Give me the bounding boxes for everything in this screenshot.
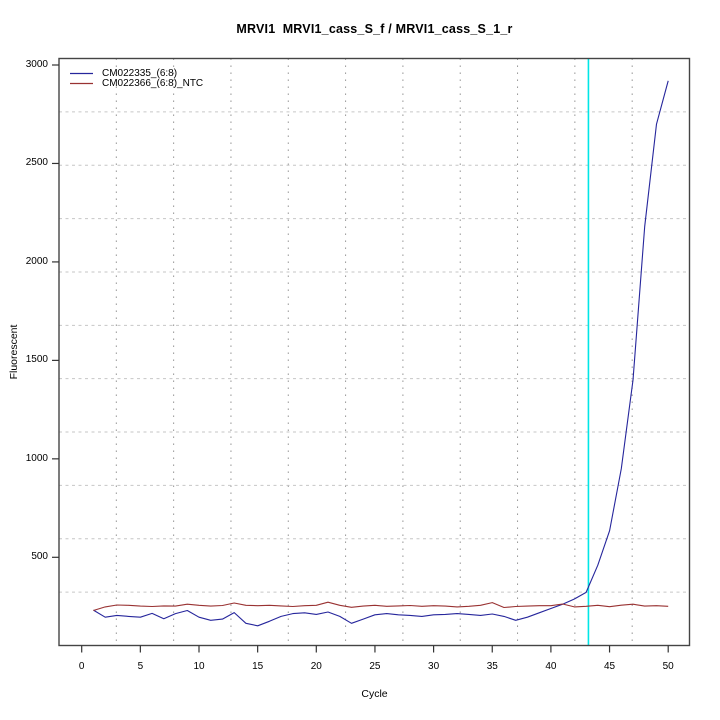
x-tick-label: 45 — [603, 660, 616, 672]
y-tick-label: 1000 — [25, 452, 48, 464]
y-tick-label: 3000 — [25, 59, 48, 70]
x-tick-label: 40 — [545, 660, 557, 672]
series-lines — [93, 80, 669, 627]
axis-ticks — [52, 64, 669, 653]
x-tick-label: 25 — [369, 660, 381, 672]
x-axis-label: Cycle — [361, 688, 388, 700]
y-tick-label: 1500 — [25, 354, 48, 366]
y-tick-label: 2500 — [25, 157, 48, 169]
series-line-1 — [93, 601, 669, 612]
legend-swatches — [70, 72, 93, 85]
series-line-0 — [93, 80, 669, 627]
x-tick-label: 0 — [78, 660, 85, 672]
x-tick-label: 15 — [252, 660, 264, 672]
y-tick-label: 500 — [31, 551, 48, 563]
gridlines — [59, 58, 690, 646]
x-tick-label: 5 — [137, 660, 144, 672]
x-tick-label: 35 — [486, 660, 498, 672]
x-tick-label: 10 — [193, 660, 205, 672]
legend-entry-ntc: CM022366_(6:8)_NTC — [102, 77, 204, 89]
x-tick-label: 50 — [662, 660, 674, 672]
x-tick-label: 20 — [310, 660, 322, 672]
plot-box-border — [58, 57, 691, 647]
chart-title: MRVI1 MRVI1_cass_S_f / MRVI1_cass_S_1_r — [236, 22, 513, 36]
legend-entry-sample: CM022335_(6:8) — [102, 67, 178, 79]
plot-box — [58, 57, 691, 647]
y-tick-label: 2000 — [25, 255, 48, 267]
y-axis-label: Fluorescent — [8, 324, 20, 380]
x-tick-label: 30 — [428, 660, 440, 672]
